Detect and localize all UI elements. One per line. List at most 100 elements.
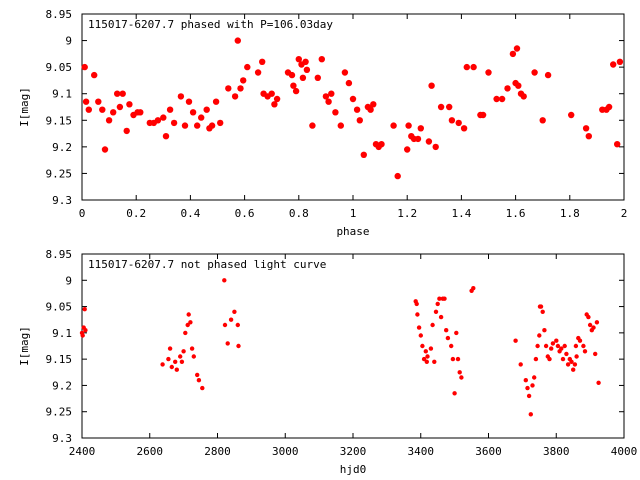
- data-point: [195, 372, 200, 378]
- data-point: [414, 301, 419, 307]
- y-tick-label: 9: [65, 274, 72, 287]
- data-point: [450, 356, 456, 362]
- data-point: [314, 74, 321, 82]
- data-point: [345, 79, 353, 87]
- x-tick-label: 1: [350, 207, 357, 220]
- y-axis-label: I[mag]: [18, 87, 31, 127]
- data-point: [428, 346, 434, 351]
- data-point: [222, 278, 227, 283]
- axis-ticks: 0 0.2 0.4 0.6 0.8 1 1.2 1.4 1.6 1.8 2 8.95 9 9.05 9.1 9…: [46, 8, 628, 220]
- data-point: [288, 71, 296, 79]
- data-point: [423, 349, 428, 354]
- data-point: [198, 114, 205, 121]
- data-point: [325, 98, 332, 105]
- data-point: [185, 98, 193, 105]
- data-point: [232, 309, 237, 314]
- data-point: [537, 333, 542, 338]
- data-point: [237, 85, 244, 92]
- data-point: [591, 325, 596, 330]
- data-point: [191, 354, 196, 359]
- data-point: [564, 351, 569, 357]
- x-tick-label: 0.6: [235, 207, 255, 220]
- x-tick-label: 4000: [611, 445, 638, 458]
- data-point: [309, 122, 316, 129]
- data-point: [80, 333, 85, 338]
- data-point: [378, 141, 385, 148]
- data-point: [425, 138, 433, 145]
- data-point: [593, 351, 598, 357]
- data-point: [244, 63, 251, 71]
- y-tick-label: 9.25: [46, 406, 73, 419]
- data-point: [530, 383, 535, 388]
- y-tick-label: 9.05: [46, 301, 73, 314]
- data-point: [360, 151, 367, 158]
- data-point: [425, 354, 430, 359]
- data-point: [586, 314, 591, 320]
- data-point: [535, 343, 540, 349]
- data-point: [200, 385, 205, 391]
- data-point: [268, 90, 275, 97]
- data-point: [594, 320, 600, 325]
- x-tick-label: 0.2: [126, 207, 146, 220]
- data-point: [550, 341, 556, 346]
- data-point: [470, 63, 477, 71]
- data-point: [179, 359, 185, 364]
- y-tick-label: 8.95: [46, 8, 73, 21]
- x-tick-label: 2600: [137, 445, 164, 458]
- y-tick-label: 9.3: [52, 432, 72, 445]
- data-point: [455, 119, 462, 127]
- data-point: [572, 362, 578, 367]
- data-point: [303, 66, 311, 74]
- data-point: [349, 95, 357, 103]
- data-point: [101, 146, 109, 153]
- data-point: [332, 109, 339, 116]
- x-tick-label: 1.4: [451, 207, 471, 220]
- x-tick-label: 1.8: [560, 207, 580, 220]
- data-point: [533, 356, 539, 362]
- data-point: [162, 133, 170, 140]
- y-tick-label: 9.25: [46, 167, 73, 180]
- data-point: [568, 111, 575, 119]
- data-point: [337, 122, 344, 129]
- data-point: [225, 341, 230, 346]
- data-points: [81, 37, 624, 180]
- data-point: [181, 122, 189, 129]
- data-point: [178, 354, 183, 359]
- data-point: [82, 307, 87, 312]
- data-point: [445, 335, 451, 341]
- y-tick-label: 9.15: [46, 353, 73, 366]
- data-point: [174, 367, 179, 372]
- data-point: [582, 125, 590, 132]
- data-point: [459, 375, 464, 380]
- data-point: [569, 359, 574, 364]
- data-point: [509, 50, 517, 58]
- y-tick-label: 9.1: [52, 88, 72, 101]
- chart-title: 115017-6207.7 not phased light curve: [88, 258, 326, 271]
- y-tick-label: 9.2: [52, 141, 72, 154]
- data-point: [185, 322, 190, 328]
- data-point: [549, 346, 554, 351]
- data-point: [438, 314, 444, 320]
- data-point: [91, 71, 98, 79]
- data-point: [194, 122, 201, 129]
- data-point: [471, 286, 476, 291]
- data-point: [454, 330, 459, 336]
- data-point: [234, 37, 241, 44]
- data-point: [114, 90, 121, 97]
- data-point: [605, 103, 613, 111]
- data-point: [435, 301, 440, 307]
- data-point: [538, 304, 544, 309]
- data-point: [404, 146, 411, 153]
- data-point: [532, 375, 537, 380]
- data-point: [292, 87, 300, 95]
- x-tick-label: 1.2: [397, 207, 417, 220]
- data-point: [271, 101, 278, 108]
- data-point: [126, 101, 133, 108]
- data-point: [417, 125, 424, 132]
- data-point: [452, 391, 457, 396]
- data-point: [341, 69, 349, 76]
- data-point: [299, 74, 307, 82]
- x-tick-label: 3800: [543, 445, 570, 458]
- data-point: [353, 106, 361, 113]
- y-axis-label: I[mag]: [18, 326, 31, 366]
